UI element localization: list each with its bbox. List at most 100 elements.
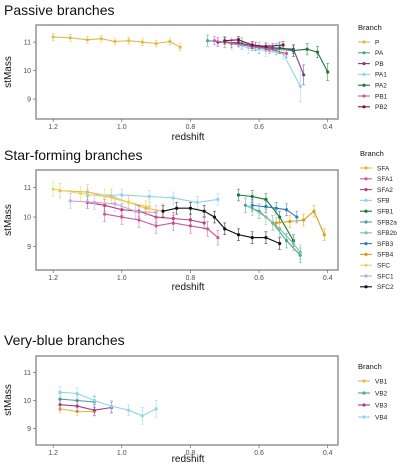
legend-marker — [364, 188, 368, 192]
legend-item-label: PA — [375, 50, 384, 57]
series-VB4 — [58, 386, 158, 425]
series-line — [53, 36, 181, 48]
data-point — [178, 45, 182, 49]
data-point — [278, 215, 282, 219]
x-tick-label: 0.6 — [254, 124, 264, 131]
y-tick-label: 9 — [27, 97, 31, 104]
y-tick-label: 10 — [23, 398, 31, 405]
data-point — [147, 205, 151, 209]
legend-item-label: SFB — [377, 198, 390, 205]
y-tick-label: 9 — [27, 426, 31, 433]
legend-item-label: SFB4 — [377, 252, 394, 259]
legend-title: Branch — [358, 362, 382, 371]
data-point — [205, 227, 210, 231]
data-point — [120, 193, 124, 197]
legend-marker — [364, 242, 368, 246]
x-tick-label: 1.2 — [48, 450, 58, 457]
series-line — [162, 207, 280, 245]
data-point — [171, 216, 175, 221]
data-point — [99, 37, 103, 41]
series-SFC1 — [68, 193, 158, 221]
legend-title: Branch — [358, 23, 382, 32]
data-point — [326, 70, 330, 74]
data-point — [236, 193, 241, 197]
data-point — [247, 46, 251, 50]
data-point — [288, 219, 292, 224]
data-point — [202, 221, 206, 225]
data-point — [236, 38, 241, 42]
data-point — [171, 196, 175, 200]
data-point — [154, 407, 158, 411]
series-SFB4 — [274, 204, 326, 241]
data-point — [264, 215, 268, 219]
legend-title: Branch — [360, 149, 384, 158]
y-axis-label: stMass — [3, 56, 14, 88]
data-point — [274, 206, 278, 210]
legend-marker — [362, 83, 366, 87]
x-tick-label: 1.2 — [48, 275, 58, 282]
data-point — [315, 50, 320, 54]
data-point — [92, 200, 96, 204]
legend-item-label: PB1 — [375, 93, 388, 100]
legend-marker — [362, 391, 366, 395]
data-point — [120, 215, 124, 219]
legend-marker — [362, 40, 366, 44]
legend-item-label: PA1 — [375, 72, 387, 79]
series-SFB — [85, 188, 220, 209]
x-tick-label: 0.4 — [323, 124, 333, 131]
data-point — [302, 73, 306, 77]
data-point — [205, 39, 210, 43]
legend-marker — [362, 51, 366, 55]
data-point — [212, 215, 217, 219]
x-tick-label: 1.2 — [48, 124, 58, 131]
data-point — [223, 227, 227, 231]
data-point — [284, 238, 289, 243]
data-point — [79, 191, 83, 196]
legend-item-label: SFC2 — [377, 284, 394, 291]
legend: Branch VB1 VB2 VB3 VB4 — [358, 362, 388, 421]
data-point — [250, 236, 254, 240]
x-tick-label: 0.6 — [254, 450, 264, 457]
data-point — [236, 233, 241, 237]
data-point — [264, 197, 268, 202]
data-point — [202, 209, 206, 213]
data-point — [195, 200, 199, 204]
legend-item-label: VB3 — [375, 402, 388, 409]
series-line — [104, 213, 219, 239]
x-axis-label: redshift — [172, 454, 205, 465]
legend-item-label: PA2 — [375, 83, 387, 90]
y-tick-label: 10 — [23, 215, 31, 222]
data-point — [92, 398, 96, 403]
data-point — [243, 203, 247, 207]
x-tick-label: 0.8 — [186, 124, 196, 131]
panel-title: Passive branches — [4, 2, 115, 18]
legend-marker — [362, 72, 366, 76]
data-point — [267, 47, 271, 51]
data-point — [212, 39, 217, 43]
data-point — [188, 206, 193, 210]
legend-item-label: SFB2b — [377, 230, 397, 237]
legend-item-label: SFB1 — [377, 209, 394, 216]
data-point — [291, 241, 295, 246]
series-PB2 — [223, 36, 285, 51]
legend: Branch SFA SFA1 SFA2 SFB SFB1 SFB2a SFB2b SFB3 SF… — [360, 149, 397, 291]
data-point — [51, 187, 55, 191]
data-point — [127, 200, 131, 204]
x-axis-label: redshift — [172, 132, 205, 143]
y-tick-label: 11 — [24, 40, 31, 47]
data-point — [250, 43, 254, 47]
legend-item-label: SFA1 — [377, 176, 393, 183]
data-point — [312, 209, 316, 213]
data-point — [68, 36, 72, 40]
data-point — [278, 227, 282, 231]
data-point — [68, 199, 72, 203]
y-tick-label: 10 — [23, 68, 31, 75]
y-tick-label: 9 — [27, 244, 31, 251]
data-point — [75, 391, 79, 396]
series-line — [59, 404, 112, 411]
data-point — [274, 221, 278, 225]
series-line — [217, 41, 305, 76]
data-point — [161, 209, 165, 213]
data-point — [58, 403, 62, 407]
data-point — [284, 208, 289, 212]
